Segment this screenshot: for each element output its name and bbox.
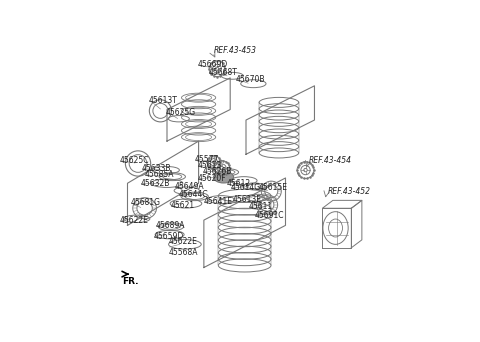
Text: 45691C: 45691C — [255, 211, 284, 220]
Text: 45689A: 45689A — [155, 221, 185, 230]
Text: REF.43-453: REF.43-453 — [214, 46, 257, 55]
Text: 45622E
45568A: 45622E 45568A — [168, 237, 198, 257]
Text: 45611: 45611 — [249, 202, 273, 211]
Text: 45615E: 45615E — [258, 183, 288, 192]
Text: 45625C: 45625C — [120, 156, 150, 166]
Text: 45577: 45577 — [195, 155, 219, 163]
Text: REF.43-452: REF.43-452 — [328, 187, 371, 196]
Text: 45633B: 45633B — [142, 164, 171, 173]
Text: 45685A: 45685A — [144, 170, 174, 179]
Ellipse shape — [214, 171, 234, 183]
Text: 45659D: 45659D — [153, 232, 183, 241]
Text: 45681G: 45681G — [130, 198, 160, 208]
Text: FR.: FR. — [122, 277, 138, 286]
Text: 45632B: 45632B — [140, 179, 169, 188]
Text: 45644C: 45644C — [179, 190, 208, 199]
Text: 45625G: 45625G — [166, 108, 196, 117]
Text: 45626B: 45626B — [203, 167, 232, 176]
Text: 45612: 45612 — [227, 179, 251, 188]
Text: 45620F: 45620F — [198, 174, 227, 183]
Text: 45613T: 45613T — [149, 96, 178, 105]
Text: 45668T: 45668T — [208, 68, 237, 77]
Text: 45670B: 45670B — [236, 75, 265, 84]
Text: 45613: 45613 — [198, 161, 222, 170]
Text: 45669D: 45669D — [198, 60, 228, 69]
Text: 45613E: 45613E — [233, 195, 262, 203]
Text: 45621: 45621 — [171, 201, 195, 210]
Text: REF.43-454: REF.43-454 — [309, 156, 352, 165]
Text: 45614G: 45614G — [230, 184, 260, 193]
Text: 45649A: 45649A — [175, 182, 204, 191]
Text: 45622E: 45622E — [120, 216, 149, 225]
Text: 45641E: 45641E — [204, 197, 233, 206]
